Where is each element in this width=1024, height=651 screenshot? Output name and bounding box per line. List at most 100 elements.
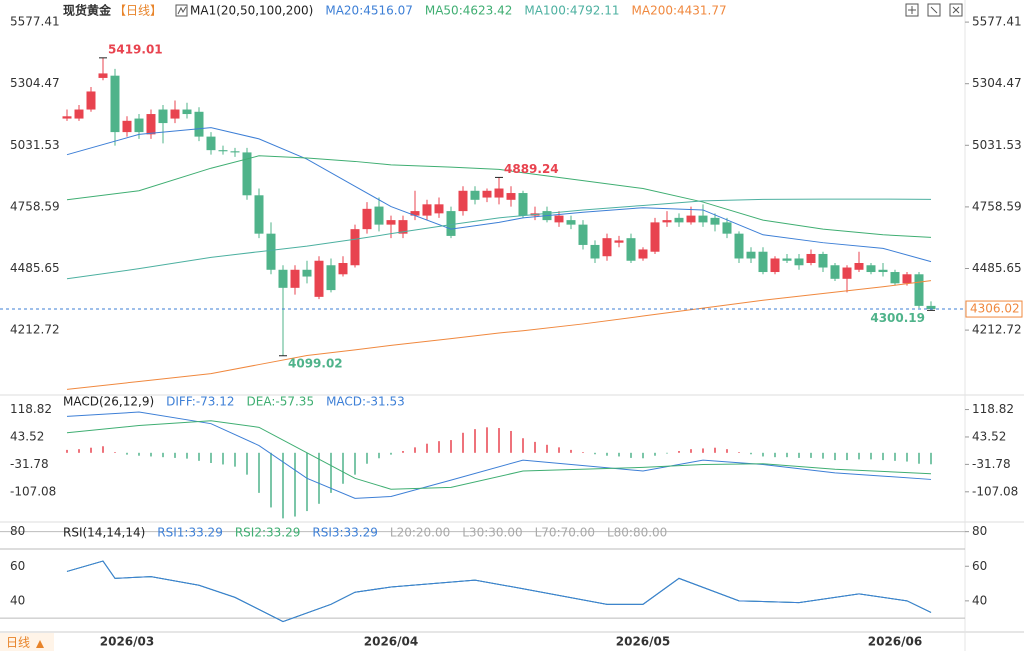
extreme-label: 4889.24 xyxy=(504,162,559,176)
candle-body xyxy=(614,240,624,243)
candle-body xyxy=(290,269,300,288)
tab-arrow xyxy=(36,640,44,648)
last-price-tag xyxy=(965,300,1023,318)
candle-body xyxy=(218,150,228,152)
candle-body xyxy=(338,263,348,275)
legend-entry: MACD:-31.53 xyxy=(326,395,405,409)
candle-body xyxy=(170,109,180,119)
y-tick-label: -107.08 xyxy=(10,484,56,498)
y-tick-label-right: -31.78 xyxy=(972,457,1011,471)
candle-body xyxy=(86,91,96,110)
y-tick-label-right: 4212.72 xyxy=(972,323,1022,337)
icon xyxy=(175,4,188,17)
candle-body xyxy=(230,151,240,153)
y-tick-label: 5577.41 xyxy=(10,15,60,29)
candle-body xyxy=(422,204,432,216)
x-tick-label: 2026/04 xyxy=(364,635,418,649)
legend-entry: DIFF:-73.12 xyxy=(166,395,234,409)
y-tick-label-right: 40 xyxy=(972,593,987,607)
candle-body xyxy=(806,253,816,264)
candle-body xyxy=(398,220,408,234)
icon xyxy=(930,6,938,14)
y-tick-label-right: -107.08 xyxy=(972,484,1018,498)
candle-body xyxy=(482,190,492,198)
candle-body xyxy=(854,263,864,270)
moving-average-line xyxy=(66,280,932,390)
candle-body xyxy=(410,211,420,216)
indicator-icon[interactable] xyxy=(175,4,188,17)
candle-body xyxy=(566,220,576,225)
candle-body xyxy=(254,195,264,234)
candle-body xyxy=(794,258,804,266)
tool-button[interactable] xyxy=(949,3,963,17)
extreme-label: 5419.01 xyxy=(108,42,163,56)
legend-entry: MA50:4623.42 xyxy=(425,4,513,18)
candle-body xyxy=(782,258,792,261)
candle-body xyxy=(746,251,756,259)
candle-body xyxy=(362,208,372,230)
candle-body xyxy=(902,274,912,284)
candle-body xyxy=(278,269,288,288)
y-tick-label: 4212.72 xyxy=(10,323,60,337)
instrument-title: 现货黄金 xyxy=(63,3,112,18)
candle-body xyxy=(434,204,444,214)
legend-entry: L80:80.00 xyxy=(607,526,667,540)
candle-body xyxy=(326,265,336,291)
x-tick-label: 2026/03 xyxy=(100,635,154,649)
y-tick-label-right: 5304.47 xyxy=(972,76,1022,90)
y-tick-label: 43.52 xyxy=(10,429,44,443)
macd-line xyxy=(66,420,932,490)
y-tick-label: 40 xyxy=(10,593,25,607)
candle-body xyxy=(698,215,708,223)
legend-entry: DEA:-57.35 xyxy=(247,395,315,409)
y-tick-label-right: 5031.53 xyxy=(972,138,1022,152)
period-label[interactable]: 【日线】 xyxy=(114,4,162,18)
candle-body xyxy=(74,109,84,119)
candle-body xyxy=(830,265,840,279)
candle-body xyxy=(62,116,72,119)
y-tick-label-right: 118.82 xyxy=(972,402,1014,416)
legend-entry: RSI3:33.29 xyxy=(312,526,378,540)
panel-plot xyxy=(66,411,932,519)
candle-body xyxy=(98,73,108,78)
candle-body xyxy=(638,249,648,259)
y-tick-label: -31.78 xyxy=(10,457,49,471)
bottom-tab-label[interactable]: 日线 xyxy=(6,636,30,650)
candle-body xyxy=(890,272,900,284)
rsi-line xyxy=(66,560,932,623)
tool-button[interactable] xyxy=(927,3,941,17)
candle-body xyxy=(578,224,588,245)
legend-entry: MA1(20,50,100,200) xyxy=(190,4,313,18)
candle-body xyxy=(470,190,480,200)
candle-body xyxy=(122,120,132,133)
candle-body xyxy=(878,269,888,273)
candle-body xyxy=(242,152,252,196)
candle-body xyxy=(386,220,396,225)
candle-body xyxy=(518,193,528,216)
legend-entry: RSI2:33.29 xyxy=(235,526,301,540)
candle-body xyxy=(602,238,612,257)
x-tick-label: 2026/05 xyxy=(616,635,670,649)
candle-body xyxy=(650,222,660,252)
legend-entry: RSI1:33.29 xyxy=(157,526,223,540)
extreme-label: 4099.02 xyxy=(288,356,343,370)
y-tick-label: 4758.59 xyxy=(10,199,60,213)
candle-body xyxy=(158,109,168,124)
tool-button[interactable] xyxy=(905,3,919,17)
candle-body xyxy=(146,114,156,135)
candle-body xyxy=(134,118,144,133)
candle-body xyxy=(914,274,924,306)
icon xyxy=(177,6,187,15)
candle-body xyxy=(194,111,204,137)
candle-body xyxy=(590,244,600,259)
y-tick-label: 5304.47 xyxy=(10,76,60,90)
panel-plot xyxy=(0,531,965,623)
candle-body xyxy=(734,233,744,259)
candle-body xyxy=(710,217,720,225)
candle-body xyxy=(206,136,216,151)
y-tick-label-right: 60 xyxy=(972,559,987,573)
legend-entry: RSI(14,14,14) xyxy=(63,526,145,540)
legend-entry: L30:30.00 xyxy=(462,526,522,540)
